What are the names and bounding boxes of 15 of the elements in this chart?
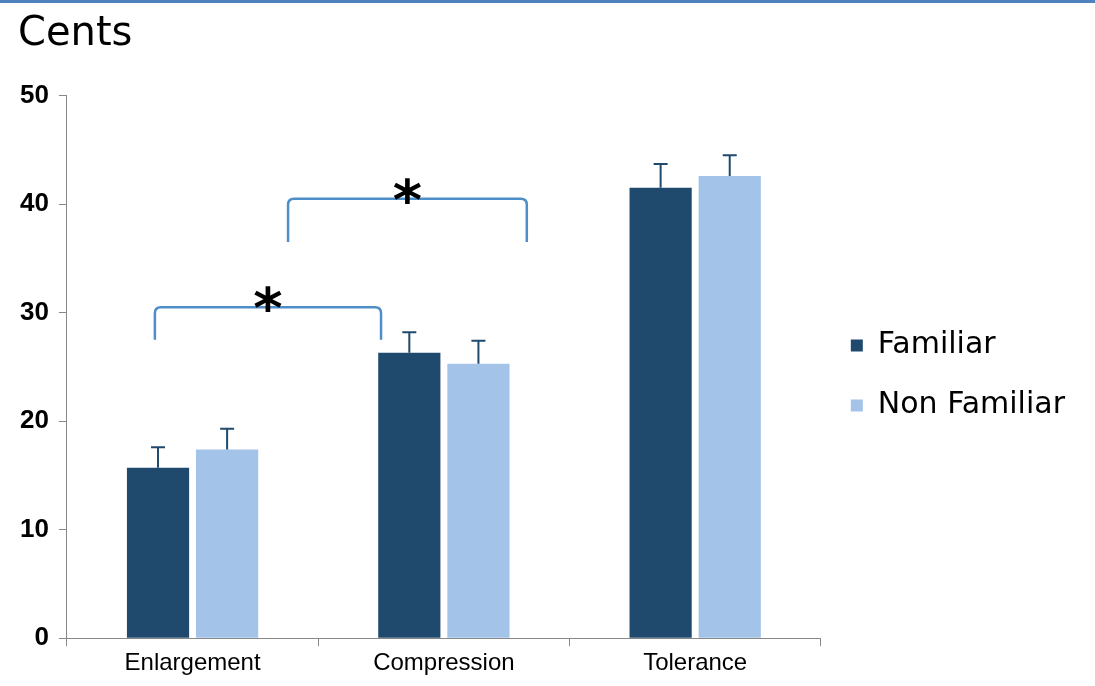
y-tick-label: 50 [20, 78, 49, 109]
x-tick-label: Enlargement [124, 648, 261, 676]
legend-label: Non Familiar [877, 385, 1066, 421]
bar [447, 363, 510, 638]
x-tick-label: Tolerance [643, 648, 748, 676]
bar [196, 449, 259, 638]
y-tick-label: 30 [20, 295, 49, 326]
legend-label: Familiar [877, 325, 997, 361]
y-tick-label: 40 [20, 187, 49, 218]
y-tick-label: 0 [34, 621, 49, 652]
x-tick-label: Compression [373, 648, 515, 676]
bar [698, 175, 761, 638]
y-tick-label: 10 [20, 512, 49, 543]
chart-title: Cents [18, 8, 133, 54]
y-tick-label: 20 [20, 404, 49, 435]
